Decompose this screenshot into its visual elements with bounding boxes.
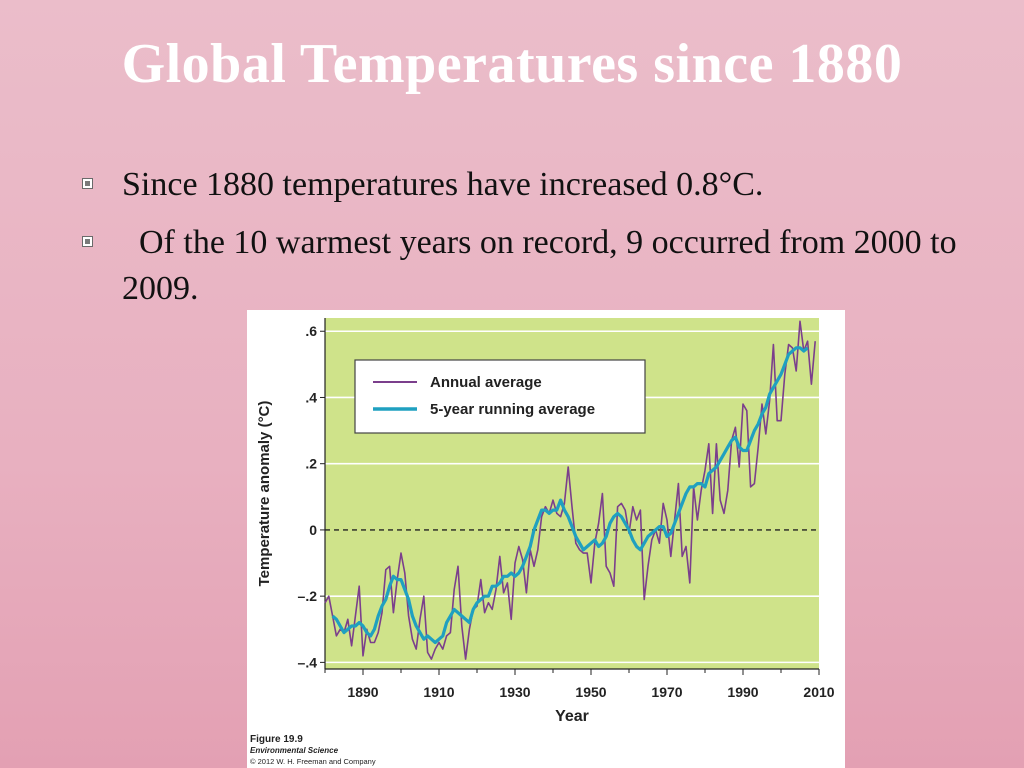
y-tick-label: .4: [305, 389, 317, 405]
y-tick-label: –.4: [298, 654, 318, 670]
square-bullet-icon: [82, 236, 93, 247]
y-tick-label: .2: [305, 456, 317, 472]
figure-caption-title: Figure 19.9: [250, 734, 303, 745]
x-axis-label: Year: [555, 708, 589, 725]
slide-title: Global Temperatures since 1880: [121, 33, 903, 95]
figure-panel: –.4 –.2 0 .2 .4 .6 1890 1910 1930 1950 1970 1990 201…: [247, 310, 845, 768]
figure-caption-book: Environmental Science: [250, 746, 339, 755]
figure-caption-copyright: © 2012 W. H. Freeman and Company: [250, 757, 376, 766]
y-tick-label: .6: [305, 323, 317, 339]
temperature-chart: –.4 –.2 0 .2 .4 .6 1890 1910 1930 1950 1970 1990 201…: [256, 318, 835, 725]
x-tick-label: 1930: [499, 684, 530, 700]
y-tick-label: –.2: [298, 588, 318, 604]
x-tick-label: 1950: [575, 684, 606, 700]
x-tick-label: 2010: [803, 684, 834, 700]
legend-label: 5-year running average: [430, 401, 595, 418]
legend-box: [354, 359, 646, 434]
bullet-text: Since 1880 temperatures have increased 0…: [122, 166, 764, 203]
square-bullet-icon: [82, 178, 93, 189]
legend-label: Annual average: [430, 374, 542, 391]
y-tick-label: 0: [309, 522, 317, 538]
running-average-line: [331, 346, 809, 645]
y-axis-label: Temperature anomaly (°C): [256, 401, 273, 587]
x-tick-label: 1910: [423, 684, 454, 700]
bullet-text: Of the 10 warmest years on record, 9 occ…: [122, 224, 966, 307]
x-tick-label: 1970: [651, 684, 682, 700]
x-tick-label: 1990: [727, 684, 758, 700]
x-tick-label: 1890: [347, 684, 378, 700]
